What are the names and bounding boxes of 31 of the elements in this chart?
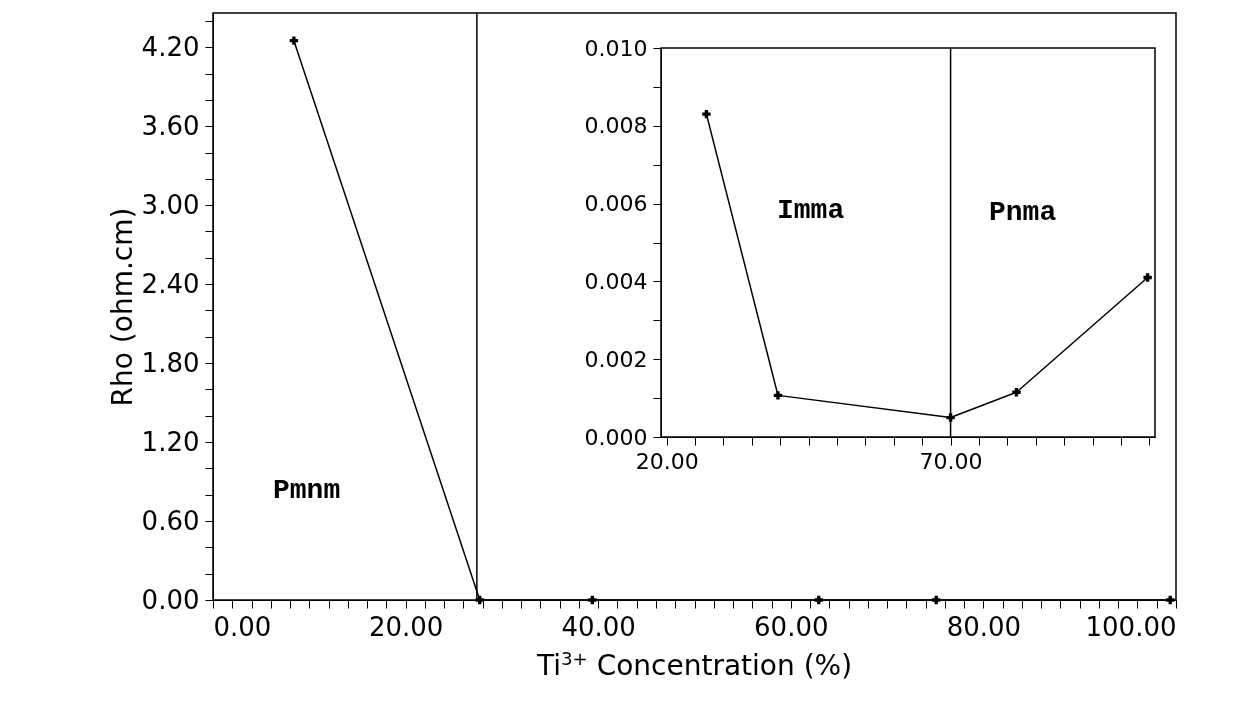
x-tick-label: 60.00 [754,611,829,642]
y-tick-label: 0.000 [584,424,648,450]
x-tick-label: 70.00 [919,448,983,474]
y-tick-label: 0.010 [584,35,648,61]
x-tick-label: 20.00 [635,448,699,474]
x-tick-label: 40.00 [561,611,636,642]
annotation: Pmnm [273,475,341,506]
point [702,109,711,119]
y-tick-label: 1.80 [141,347,200,378]
y-tick-label: 1.20 [141,426,200,457]
x-tick-label: 0.00 [213,611,272,642]
y-tick-label: 4.20 [141,31,200,62]
x-tick-label: 20.00 [368,611,444,642]
y-tick-label: 0.00 [141,584,200,615]
y-tick-label: 0.002 [584,346,648,372]
point [1012,388,1021,397]
y-tick-label: 0.004 [584,268,648,294]
y-axis-title: Rho (ohm.cm) [105,207,139,407]
y-tick-label: 2.40 [141,268,200,299]
y-tick-label: 3.00 [141,189,200,220]
annotation: Pnma [989,197,1057,228]
annotation: Imma [777,195,845,226]
y-tick-label: 0.008 [584,113,648,139]
y-tick-label: 0.60 [141,505,200,536]
x-tick-label: 100.00 [1085,611,1177,642]
x-axis-title: Ti$^{3+}$ Concentration (%) [536,648,853,683]
x-tick-label: 80.00 [946,611,1022,642]
y-tick-label: 3.60 [141,110,200,141]
point [773,391,783,400]
point [1143,273,1152,282]
y-tick-label: 0.006 [584,191,648,217]
